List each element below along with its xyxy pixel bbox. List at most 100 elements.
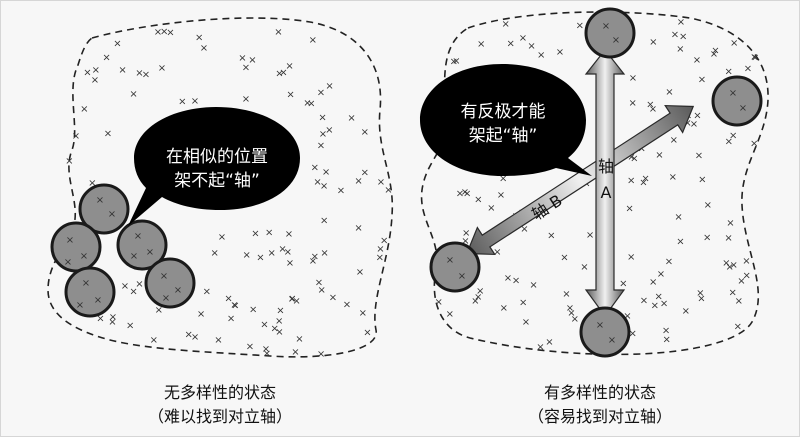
cluster-circle — [116, 219, 168, 271]
sample-mark: × — [303, 98, 311, 109]
sample-mark: × — [76, 300, 84, 311]
sample-mark: × — [178, 97, 186, 108]
sample-mark: × — [380, 236, 388, 247]
sample-mark: × — [471, 296, 479, 307]
sample-mark: × — [665, 256, 673, 267]
sample-mark: × — [325, 81, 333, 92]
sample-mark: × — [520, 224, 528, 235]
sample-mark: × — [354, 176, 362, 187]
sample-mark: × — [527, 41, 535, 52]
sample-mark: × — [682, 306, 690, 317]
sample-mark: × — [725, 136, 733, 147]
pole-circle-left — [429, 241, 481, 293]
sample-mark: × — [185, 330, 193, 341]
sample-mark: × — [96, 313, 104, 324]
sample-mark: × — [729, 88, 737, 99]
sample-mark: × — [343, 299, 351, 310]
sample-mark: × — [279, 67, 287, 78]
sample-mark: × — [320, 248, 328, 259]
right-bubble-shape — [420, 64, 592, 176]
sample-mark: × — [676, 237, 684, 248]
sample-mark: × — [82, 278, 90, 289]
sample-mark: × — [625, 203, 633, 214]
sample-mark: × — [507, 39, 515, 50]
sample-mark: × — [477, 39, 485, 50]
sample-mark: × — [113, 39, 121, 50]
sample-mark: × — [243, 250, 251, 261]
left-panel: ××××××××××××××××××××××××××××××××××××××××… — [47, 17, 394, 360]
sample-mark: × — [317, 88, 325, 99]
sample-mark: × — [83, 68, 91, 79]
sample-mark: × — [160, 271, 168, 282]
sample-mark: × — [697, 294, 705, 305]
sample-mark: × — [361, 127, 369, 138]
sample-mark: × — [602, 21, 610, 32]
sample-mark: × — [556, 47, 564, 58]
sample-mark: × — [246, 342, 254, 353]
sample-mark: × — [580, 262, 588, 273]
sample-mark: × — [155, 305, 163, 316]
sample-mark: × — [286, 258, 294, 269]
sample-mark: × — [502, 19, 510, 30]
sample-mark: × — [586, 230, 594, 241]
sample-mark: × — [657, 269, 665, 280]
sample-mark: × — [134, 231, 142, 242]
sample-mark: × — [203, 286, 211, 297]
sample-mark: × — [285, 61, 293, 72]
sample-mark: × — [669, 172, 677, 183]
sample-mark: × — [446, 309, 454, 320]
sample-mark: × — [384, 185, 392, 196]
sample-mark: × — [94, 295, 102, 306]
sample-mark: × — [638, 144, 646, 155]
sample-mark: × — [166, 28, 174, 39]
left-circle-marks: ×××××××××××××× — [64, 195, 182, 311]
left-bubble-line1: 在相似的位置 — [166, 147, 268, 167]
right-pole-circles — [429, 7, 763, 358]
sample-mark: × — [722, 258, 730, 269]
sample-mark: × — [109, 312, 117, 323]
sample-mark: × — [627, 252, 635, 263]
sample-mark: × — [313, 177, 321, 188]
sample-mark: × — [567, 308, 575, 319]
sample-mark: × — [195, 32, 203, 43]
sample-mark: × — [88, 178, 96, 189]
sample-mark: × — [743, 270, 751, 281]
sample-mark: × — [80, 104, 88, 115]
sample-mark: × — [142, 69, 150, 80]
sample-mark: × — [275, 316, 283, 327]
sample-mark: × — [96, 195, 104, 206]
sample-mark: × — [102, 53, 110, 64]
axis-a-label-letter: A — [601, 183, 612, 202]
sample-mark: × — [162, 293, 170, 304]
sample-mark: × — [191, 332, 199, 343]
right-caption: 有多样性的状态 （容易找到对立轴） — [470, 381, 730, 429]
sample-mark: × — [742, 256, 750, 267]
sample-mark: × — [629, 328, 637, 339]
sample-mark: × — [703, 232, 711, 243]
sample-mark: × — [265, 228, 273, 239]
sample-mark: × — [319, 129, 327, 140]
sample-mark: × — [461, 236, 469, 247]
sample-mark: × — [197, 309, 205, 320]
sample-mark: × — [227, 313, 235, 324]
sample-mark: × — [214, 335, 222, 346]
sample-mark: × — [376, 244, 384, 255]
right-bubble-line1: 有反极才能 — [461, 102, 546, 122]
sample-mark: × — [663, 335, 671, 346]
sample-mark: × — [317, 141, 325, 152]
sample-mark: × — [670, 135, 678, 146]
sample-mark: × — [704, 200, 712, 211]
sample-mark: × — [619, 278, 627, 289]
sample-mark: × — [463, 189, 471, 200]
axis-a-label-char: 轴 — [598, 157, 614, 176]
sample-mark: × — [537, 50, 545, 61]
sample-mark: × — [278, 244, 286, 255]
sample-mark: × — [288, 294, 296, 305]
sample-mark: × — [146, 247, 154, 258]
sample-mark: × — [474, 195, 482, 206]
sample-mark: × — [377, 177, 385, 188]
sample-mark: × — [696, 288, 704, 299]
sample-mark: × — [627, 152, 635, 163]
sample-mark: × — [641, 173, 649, 184]
